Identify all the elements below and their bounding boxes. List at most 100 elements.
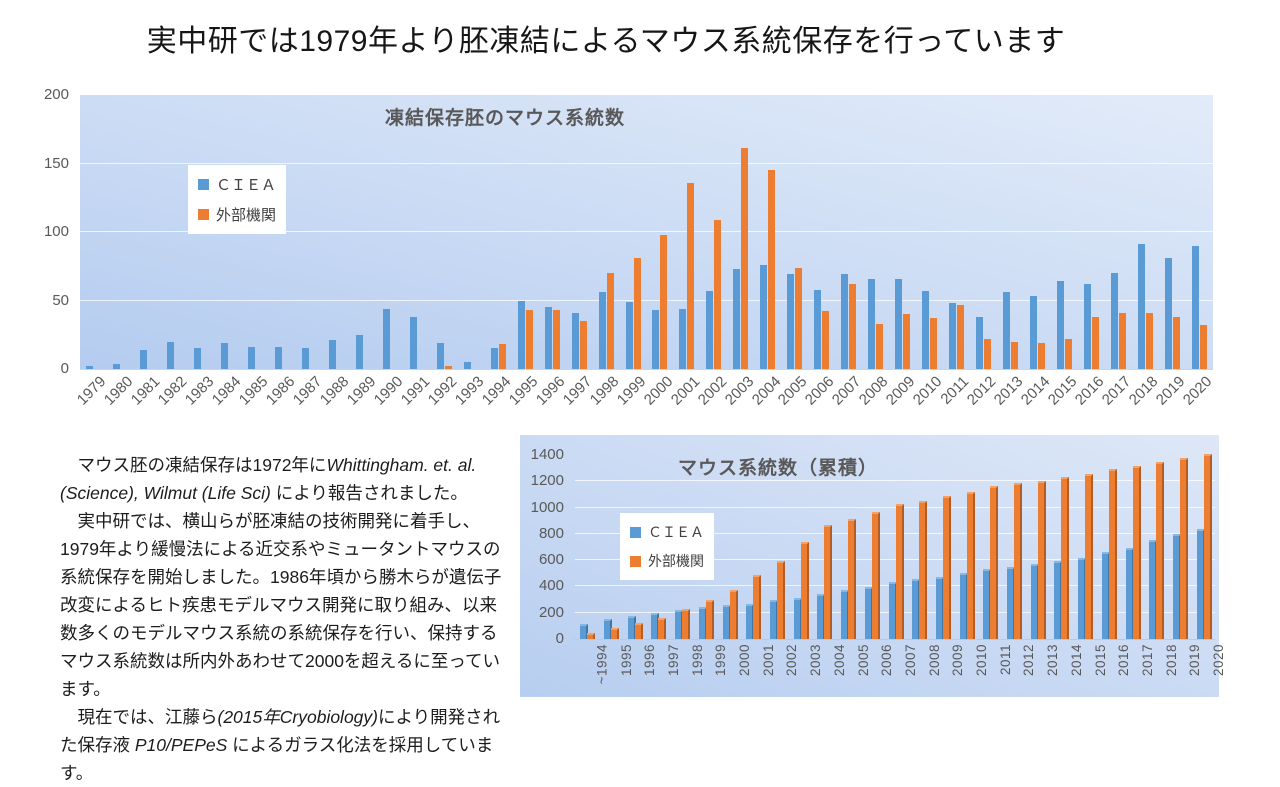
- y-tick-label-1000: 1000: [530, 498, 564, 516]
- bar-external-2000: [729, 589, 738, 639]
- bar-external-2009: [942, 496, 951, 639]
- bar-external-1998: [606, 273, 614, 369]
- bar-external-2017: [1119, 312, 1127, 369]
- bar-ciea-2004: [760, 264, 768, 369]
- bar-external-2015: [1065, 338, 1073, 369]
- p3-citation: (2015年Cryobiology): [217, 707, 379, 727]
- bar-external-1997: [579, 321, 587, 369]
- chart2-title: マウス系統数（累積）: [678, 458, 879, 479]
- bar-external-2006: [822, 311, 830, 369]
- p1-text: マウス胚の凍結保存は1972年に: [60, 455, 327, 475]
- bar-external-2004: [824, 525, 833, 639]
- chart2-legend-external-label: 外部機関: [648, 553, 704, 569]
- external-swatch-icon: [198, 209, 209, 220]
- bar-ciea-2011: [949, 303, 957, 369]
- bar-ciea-1994: [580, 623, 589, 639]
- bar-external-2019: [1173, 316, 1181, 369]
- bar-external-2017: [1132, 466, 1141, 639]
- bar-external-2005: [795, 267, 803, 369]
- bar-ciea-1979: [85, 366, 93, 369]
- bar-ciea-2020: [1192, 245, 1199, 369]
- bar-ciea-2005: [787, 274, 795, 369]
- y-tick-label-200: 200: [538, 603, 564, 621]
- bar-ciea-1998: [598, 292, 606, 369]
- p3-solution-name: P10/PEPeS: [134, 735, 228, 755]
- bar-external-2009: [903, 314, 911, 369]
- gridline-800: [575, 532, 1215, 534]
- chart2-legend-ciea: ＣＩＥＡ: [630, 522, 704, 542]
- bar-external-1995: [525, 310, 533, 369]
- bar-ciea-1999: [625, 301, 633, 369]
- bar-ciea-2014: [1030, 296, 1038, 369]
- bar-external-2014: [1061, 476, 1070, 639]
- chart1-legend: ＣＩＥＡ 外部機関: [188, 165, 287, 234]
- bar-ciea-1993: [463, 362, 471, 369]
- bar-external-2010: [930, 318, 938, 369]
- bar-external-2013: [1037, 480, 1046, 639]
- bar-external-2020: [1203, 454, 1212, 639]
- bar-external-2008: [876, 323, 884, 369]
- p1-citation: Whittingham. et. al. (Science), Wilmut (…: [60, 455, 477, 503]
- bar-ciea-2007: [841, 274, 849, 369]
- bar-ciea-2002: [706, 290, 714, 369]
- bar-external-1996: [552, 310, 560, 369]
- bar-external-2002: [776, 560, 785, 639]
- p1-text-end: により報告されました。: [270, 483, 468, 503]
- bar-ciea-1995: [517, 300, 525, 369]
- slide: { "title": "実中研では1979年より胚凍結によるマウス系統保存を行っ…: [25, 25, 1227, 783]
- bar-external-2007: [849, 284, 857, 369]
- bar-external-2020: [1200, 325, 1207, 369]
- bar-external-2013: [1011, 341, 1019, 369]
- chart2-legend: ＣＩＥＡ 外部機関: [620, 513, 714, 580]
- bar-ciea-1987: [301, 348, 309, 369]
- y-tick-label-50: 50: [52, 291, 69, 309]
- ciea-swatch-icon: [198, 179, 209, 190]
- bar-ciea-1997: [571, 312, 579, 369]
- bar-ciea-2008: [868, 278, 876, 369]
- ciea-swatch-icon: [630, 526, 641, 538]
- chart2-legend-ciea-label: ＣＩＥＡ: [648, 524, 704, 540]
- bar-external-2008: [919, 500, 928, 639]
- bar-external-2011: [957, 304, 965, 369]
- bar-ciea-2001: [679, 308, 687, 369]
- bar-external-2003: [741, 148, 749, 369]
- bar-external-2001: [687, 182, 695, 369]
- bar-external-2012: [984, 338, 992, 369]
- gridline-100: [80, 231, 1213, 232]
- chart-freeze-yearly: 凍結保存胚のマウス系統数 ＣＩＥＡ 外部機関 0 50 100 150 200 1979 1…: [25, 86, 1217, 432]
- slide-title: 実中研では1979年より胚凍結によるマウス系統保存を行っています: [146, 25, 1066, 58]
- bar-external-2018: [1146, 312, 1154, 369]
- bar-ciea-2010: [922, 290, 930, 369]
- bar-external-2003: [800, 542, 809, 639]
- bar-external-2015: [1085, 474, 1094, 639]
- history-text-panel: マウス胚の凍結保存は1972年にWhittingham. et. al. (Sc…: [60, 451, 508, 787]
- bar-ciea-2009: [895, 278, 903, 369]
- chart1-title: 凍結保存胚のマウス系統数: [385, 108, 626, 129]
- gridline-1000: [575, 506, 1215, 508]
- chart2-plot-area: [575, 454, 1215, 640]
- bar-external-2016: [1108, 468, 1117, 639]
- bar-ciea-1980: [112, 363, 120, 369]
- bar-external-1998: [682, 609, 691, 639]
- chart1-legend-external: 外部機関: [198, 204, 276, 225]
- bar-external-1996: [634, 623, 643, 639]
- bar-ciea-1991: [409, 316, 417, 369]
- bar-external-2014: [1038, 342, 1046, 369]
- bar-ciea-2013: [1003, 292, 1011, 369]
- gridline-600: [575, 559, 1215, 561]
- chart1-legend-ciea-label: ＣＩＥＡ: [216, 177, 277, 194]
- y-tick-label-1400: 1400: [530, 446, 564, 463]
- bar-ciea-2016: [1084, 284, 1092, 369]
- bar-ciea-1984: [220, 342, 228, 369]
- bar-ciea-1985: [247, 347, 255, 369]
- bar-external-2005: [848, 518, 857, 639]
- y-tick-label-1200: 1200: [530, 472, 564, 490]
- bar-external-2018: [1156, 461, 1165, 639]
- chart-cumulative: マウス系統数（累積） ＣＩＥＡ 外部機関 0 200 400 600 800 1000 12…: [520, 435, 1226, 697]
- bar-external-1994: [587, 633, 596, 639]
- chart1-legend-ciea: ＣＩＥＡ: [198, 174, 276, 195]
- paragraph-3: 現在では、江藤ら(2015年Cryobiology)により開発された保存液 P1…: [60, 703, 508, 787]
- bar-external-1992: [444, 366, 452, 369]
- bar-ciea-1986: [274, 347, 282, 369]
- bar-ciea-1992: [436, 342, 444, 369]
